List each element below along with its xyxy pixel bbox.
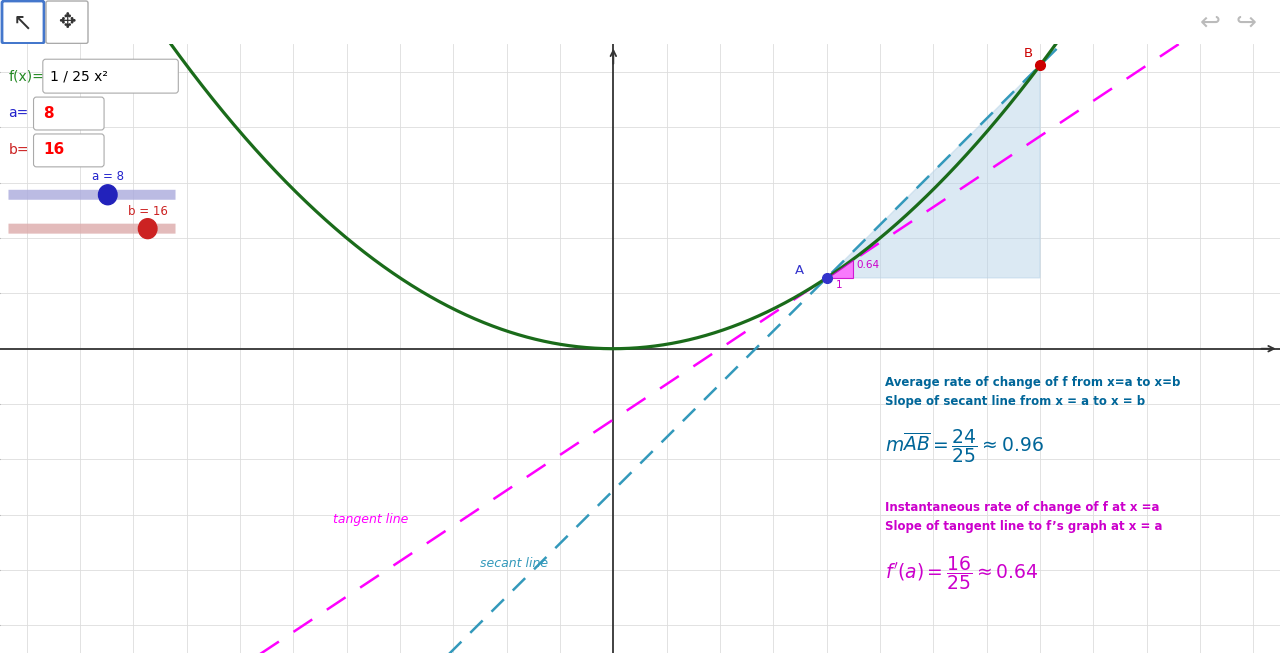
Text: secant line: secant line [480, 557, 548, 570]
Polygon shape [827, 260, 854, 278]
Text: b = 16: b = 16 [128, 205, 168, 218]
FancyBboxPatch shape [9, 224, 175, 234]
Text: 0.64: 0.64 [856, 260, 879, 270]
Text: B: B [1024, 47, 1033, 60]
Text: b=: b= [9, 143, 29, 157]
Text: 8: 8 [42, 106, 54, 121]
Text: a=: a= [9, 106, 28, 120]
Polygon shape [827, 65, 1039, 278]
FancyBboxPatch shape [3, 1, 44, 43]
Text: A: A [795, 264, 804, 277]
Text: ↩: ↩ [1199, 10, 1221, 34]
FancyBboxPatch shape [33, 134, 104, 167]
Text: 1 / 25 x²: 1 / 25 x² [50, 69, 108, 83]
Text: 1: 1 [836, 280, 842, 291]
Circle shape [138, 219, 157, 238]
FancyBboxPatch shape [9, 190, 175, 200]
Text: $m\overline{AB} = \dfrac{24}{25} \approx 0.96$: $m\overline{AB} = \dfrac{24}{25} \approx… [886, 427, 1044, 465]
FancyBboxPatch shape [33, 97, 104, 130]
Text: ✥: ✥ [59, 12, 76, 32]
Text: Slope of secant line from x = a to x = b: Slope of secant line from x = a to x = b [886, 396, 1146, 408]
Text: $f'(a) = \dfrac{16}{25} \approx 0.64$: $f'(a) = \dfrac{16}{25} \approx 0.64$ [886, 554, 1038, 592]
Text: 16: 16 [42, 142, 64, 157]
Text: tangent line: tangent line [333, 513, 408, 526]
FancyBboxPatch shape [46, 1, 88, 43]
FancyBboxPatch shape [42, 59, 178, 93]
Text: Average rate of change of f from x=a to x=b: Average rate of change of f from x=a to … [886, 376, 1180, 389]
Circle shape [99, 185, 116, 205]
Text: ↖: ↖ [13, 10, 33, 34]
Text: ↪: ↪ [1235, 10, 1257, 34]
Text: Slope of tangent line to f’s graph at x = a: Slope of tangent line to f’s graph at x … [886, 520, 1162, 533]
Text: Instantaneous rate of change of f at x =a: Instantaneous rate of change of f at x =… [886, 501, 1160, 513]
Text: a = 8: a = 8 [92, 170, 124, 183]
Text: f(x)=: f(x)= [9, 69, 45, 83]
